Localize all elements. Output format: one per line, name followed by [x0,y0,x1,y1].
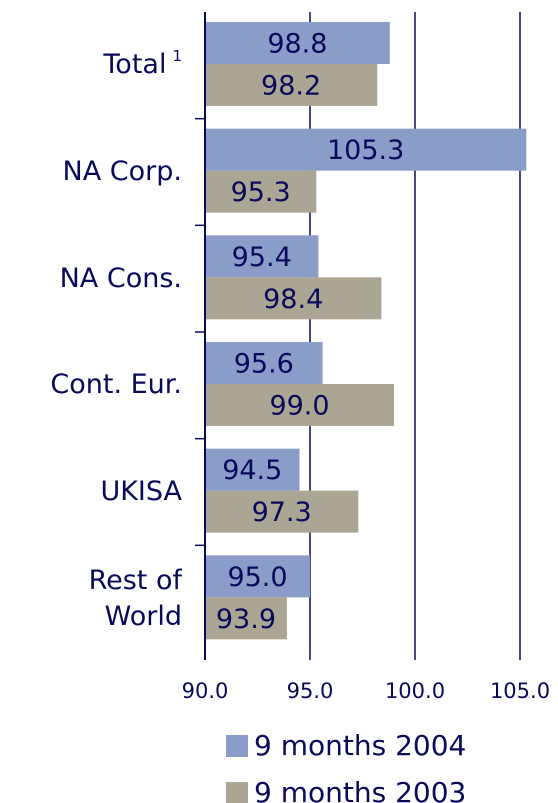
bar [205,490,359,533]
x-tick-label: 95.0 [287,679,334,703]
legend-swatch [226,782,248,803]
x-tick-label: 90.0 [182,679,229,703]
x-tick-label: 100.0 [385,679,445,703]
category-label-box: Total 1 [10,12,182,119]
bar [205,64,378,106]
bar [205,277,382,320]
category-label: NA Corp. [10,119,182,226]
x-tick-label: 105.0 [490,679,550,703]
category-label-box: Rest of World [10,545,182,652]
category-text: NA Corp. [62,155,182,187]
bar [205,448,300,491]
category-text: Rest of World [88,564,182,632]
data-label: 99.0 [269,391,329,422]
category-label: UKISA [10,439,182,546]
category-text: NA Cons. [59,262,182,294]
category-label: Cont. Eur. [10,332,182,439]
data-label: 95.6 [234,349,294,380]
data-label: 95.3 [231,177,291,208]
bar [205,235,319,278]
data-label: 98.4 [263,284,323,315]
data-label: 98.2 [261,71,321,102]
legend-label: 9 months 2003 [254,776,466,803]
data-label: 93.9 [216,604,276,635]
footnote-mark: 1 [172,47,182,65]
data-label: 95.0 [227,562,287,593]
data-label: 105.3 [327,135,404,166]
legend-swatch [226,735,248,757]
category-label: NA Cons. [10,225,182,332]
bar [205,555,310,598]
category-label-box: NA Corp. [10,119,182,226]
bar [205,22,390,64]
category-text: UKISA [100,475,182,507]
bar [205,128,527,171]
category-label: Total 1 [10,12,182,119]
category-label: Rest of World [10,545,182,652]
category-text: Total [103,49,167,81]
category-label-box: UKISA [10,439,182,546]
category-label-box: NA Cons. [10,225,182,332]
data-label: 94.5 [222,455,282,486]
bar [205,384,394,426]
category-text: Cont. Eur. [50,369,182,401]
data-label: 95.4 [232,242,292,273]
bar [205,597,287,640]
category-label-box: Cont. Eur. [10,332,182,439]
bar [205,170,317,213]
data-label: 97.3 [252,497,312,528]
data-label: 98.8 [267,29,327,60]
bar [205,342,323,384]
legend-label: 9 months 2004 [254,729,466,762]
